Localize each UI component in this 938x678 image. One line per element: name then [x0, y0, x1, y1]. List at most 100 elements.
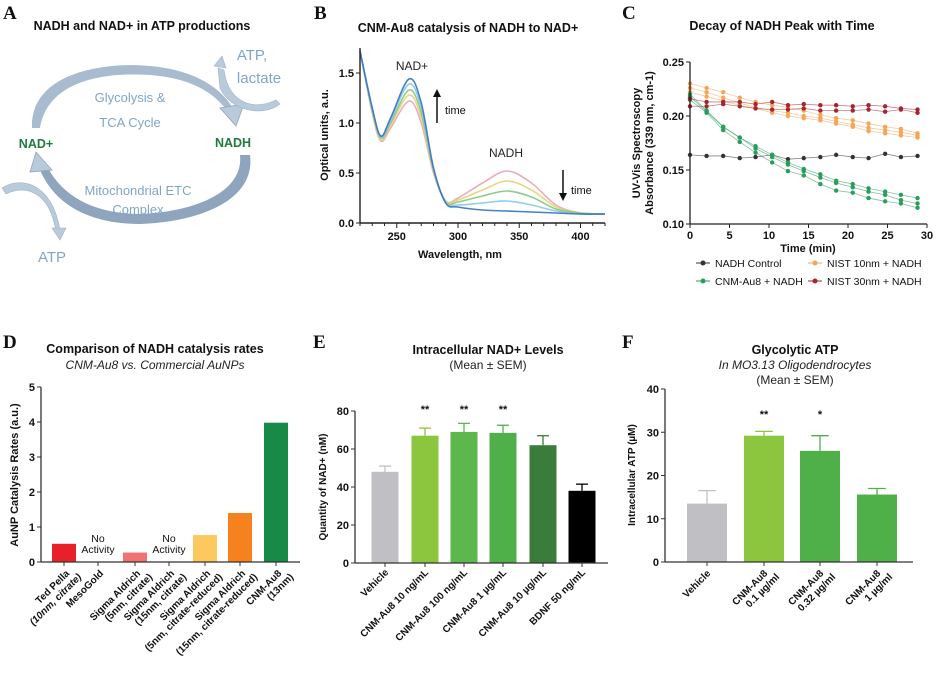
- nadh-peak-label: NADH: [489, 146, 523, 160]
- legend-label: NADH Control: [715, 258, 782, 270]
- chart-d-subtitle: CNM-Au8 vs. Commercial AuNPs: [66, 358, 245, 372]
- data-point: [785, 157, 791, 162]
- panel-letter-c: C: [622, 3, 636, 24]
- spectrum-line-1: [359, 50, 606, 215]
- data-point: [704, 153, 709, 159]
- data-point: [720, 127, 726, 133]
- chart-e-title: Intracellular NAD+ Levels: [412, 343, 563, 357]
- data-point: [866, 155, 871, 161]
- top-output-arrow: [217, 67, 281, 112]
- data-point: [866, 121, 871, 126]
- chart-f-x-tick-label: CNM-Au81 µg/ml: [844, 564, 896, 616]
- chart-e-x-tick-label: CNM-Au8 100 ng/mL: [394, 567, 471, 644]
- chart-b-x-tick-label: 350: [510, 231, 528, 243]
- atp-output-label: ATP,: [237, 47, 267, 64]
- data-point: [769, 99, 775, 105]
- data-point: [866, 107, 871, 112]
- data-point: [898, 154, 904, 160]
- data-point: [866, 186, 871, 191]
- data-point: [833, 121, 839, 126]
- legend-label: NIST 30nm + NADH: [827, 276, 922, 288]
- data-point: [818, 172, 823, 177]
- bottom-output-arrowhead-icon: [51, 227, 67, 241]
- chart-e-x-tick-label: Vehicle: [359, 567, 391, 599]
- panel-letter-a: A: [3, 3, 17, 24]
- chart-c-title: Decay of NADH Peak with Time: [689, 19, 874, 33]
- chart-c-ylabel-2: Absorbance (339 nm, cm-1): [644, 71, 656, 215]
- legend-label: CNM-Au8 + NADH: [715, 276, 803, 288]
- data-point: [850, 124, 855, 129]
- data-point: [801, 101, 806, 107]
- chart-c-ylabel-1: UV-Vis Spectroscopy: [631, 87, 643, 198]
- data-point: [785, 113, 791, 119]
- chart-f-significance-marker: **: [760, 409, 769, 421]
- time-down-label: time: [571, 185, 592, 197]
- data-point: [833, 103, 839, 108]
- chart-c-x-tick-label: 5: [726, 230, 732, 242]
- data-point: [833, 115, 839, 121]
- chart-e-x-tick-label: CNM-Au8 10 ng/mL: [359, 567, 432, 640]
- data-point: [769, 160, 775, 165]
- data-point: [769, 103, 775, 108]
- data-point: [882, 192, 888, 198]
- data-point: [833, 178, 839, 183]
- data-point: [704, 99, 709, 105]
- chart-b-x-tick-label: 400: [571, 231, 589, 243]
- data-point: [818, 181, 823, 187]
- data-point: [850, 104, 855, 109]
- data-point: [915, 205, 920, 210]
- chart-c-x-tick-label: 25: [881, 230, 893, 242]
- data-point: [753, 144, 758, 149]
- data-point: [785, 168, 791, 174]
- data-point: [801, 106, 806, 111]
- chart-d-y-tick-label: 3: [29, 452, 35, 464]
- chart-f-bar: [744, 435, 784, 562]
- data-point: [769, 107, 775, 112]
- data-point: [753, 154, 758, 160]
- chart-c-x-tick-label: 20: [842, 230, 854, 242]
- nad-plus-peak-label: NAD+: [396, 59, 428, 73]
- chart-c-x-tick-label: 15: [802, 230, 814, 242]
- data-point: [866, 103, 871, 108]
- legend-marker: [700, 278, 706, 284]
- data-point: [720, 101, 726, 107]
- data-point: [850, 108, 855, 113]
- chart-f-y-tick-label: 20: [647, 471, 659, 483]
- chart-d-y-tick-label: 1: [29, 522, 35, 534]
- chart-d-bar: [193, 535, 217, 562]
- chart-c-y-tick-label: 0.10: [663, 219, 684, 231]
- chart-f-title: Glycolytic ATP: [752, 343, 839, 357]
- data-point: [866, 189, 871, 194]
- chart-f-x-tick-label: CNM-Au80.32 µg/ml: [787, 564, 839, 616]
- data-point: [915, 135, 920, 140]
- data-point: [915, 195, 920, 201]
- chart-e-bar: [568, 490, 596, 563]
- chart-f-y-tick-label: 30: [647, 427, 659, 439]
- chart-d-bar: [52, 543, 76, 562]
- chart-d-title: Comparison of NADH catalysis rates: [46, 342, 263, 356]
- legend-marker: [812, 278, 818, 284]
- data-point: [898, 107, 904, 112]
- legend-label: NIST 10nm + NADH: [827, 258, 922, 270]
- data-point: [882, 104, 888, 109]
- chart-b-y-tick-label: 0.5: [339, 168, 354, 180]
- chart-f-x-tick-label: Vehicle: [681, 568, 713, 600]
- data-point: [850, 118, 855, 123]
- data-point: [898, 192, 904, 198]
- chart-b-y-tick-label: 0.0: [339, 218, 354, 230]
- chart-f-x-tick-label: CNM-Au80.1 µg/ml: [731, 564, 783, 616]
- data-point: [850, 190, 855, 195]
- chart-e-x-tick-label: CNM-Au8 10 µg/mL: [477, 567, 549, 639]
- chart-d-bar: [228, 513, 252, 562]
- chart-d-y-tick-label: 5: [29, 382, 35, 394]
- nadh-node: NADH: [215, 136, 251, 150]
- data-point: [737, 95, 742, 100]
- chart-f-y-tick-label: 10: [647, 514, 659, 526]
- legend-marker: [700, 260, 706, 266]
- data-point: [704, 94, 709, 99]
- data-point: [818, 112, 823, 118]
- chart-e-significance-marker: **: [421, 404, 430, 416]
- spectrum-line-4: [359, 50, 606, 215]
- chart-d-bar: [123, 552, 147, 562]
- chart-f-bar: [800, 450, 840, 562]
